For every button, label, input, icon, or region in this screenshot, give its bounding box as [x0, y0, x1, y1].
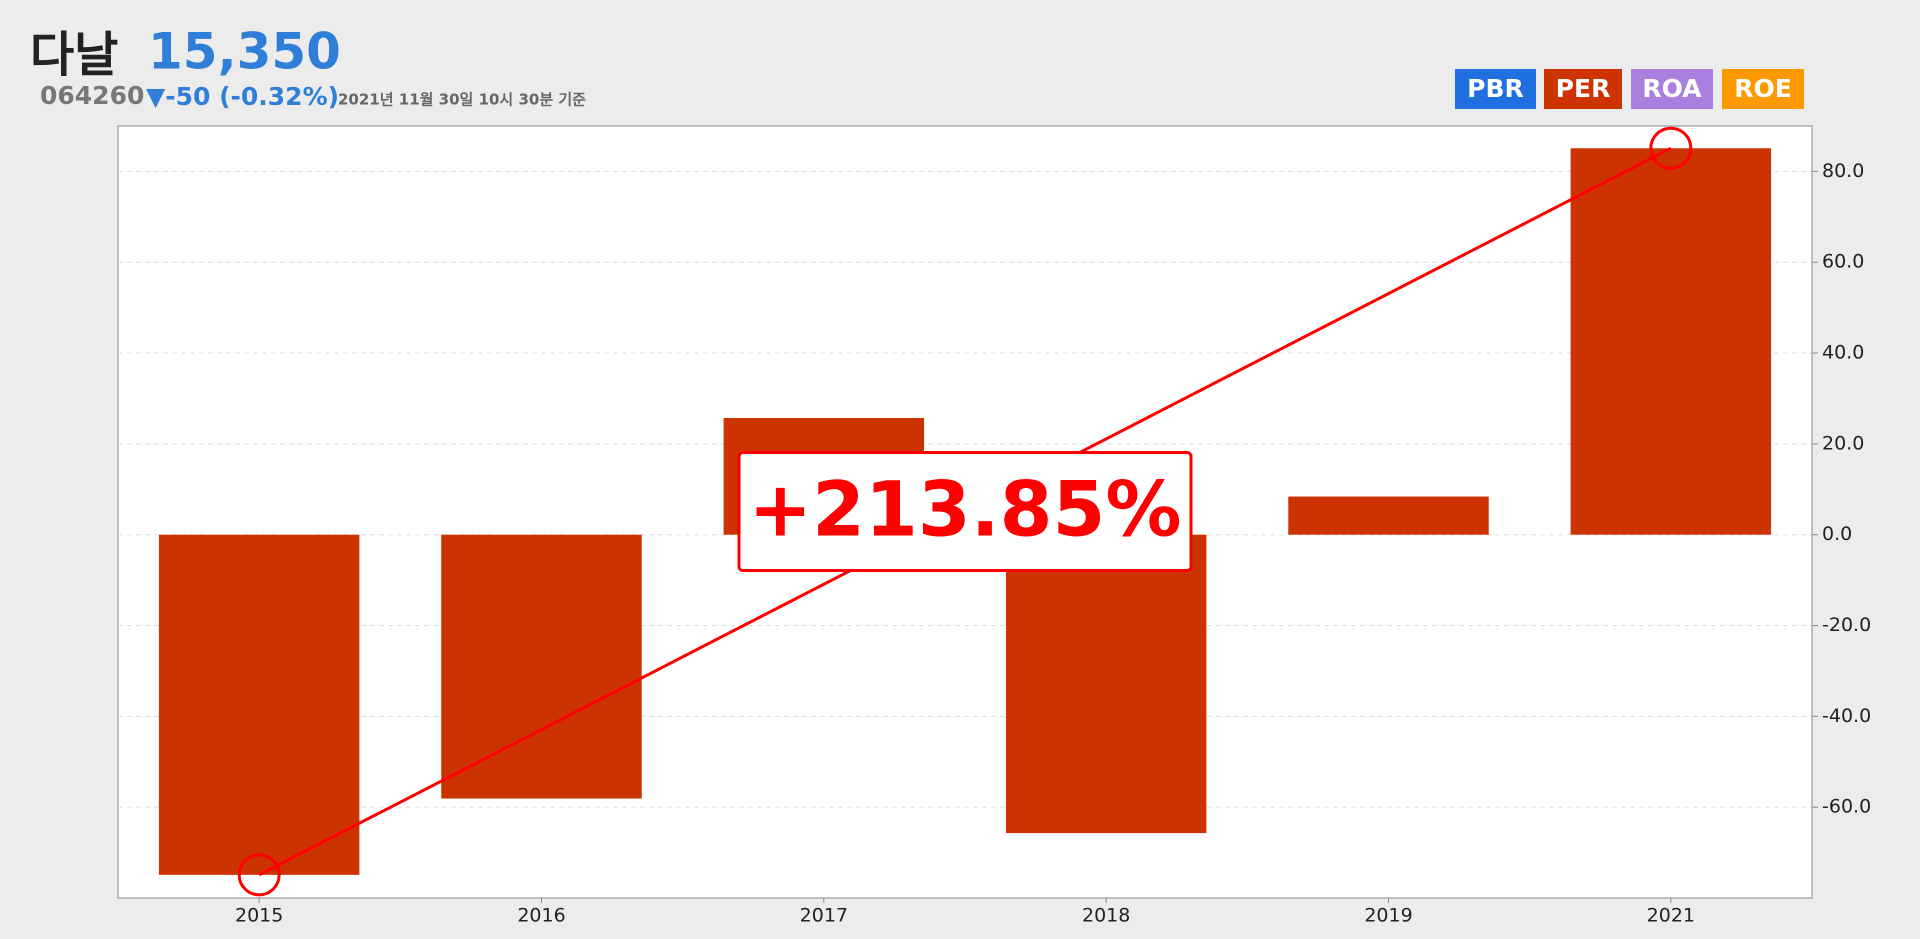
y-tick-label: 20.0 [1822, 432, 1864, 454]
bar [158, 534, 360, 875]
y-tick-label: 80.0 [1822, 160, 1864, 182]
x-tick-label: 2016 [517, 905, 565, 927]
trend-start-marker [237, 853, 281, 897]
stock-name: 다날 [30, 27, 118, 83]
x-tick-label: 2018 [1082, 905, 1130, 927]
y-tick-label: -20.0 [1822, 614, 1871, 636]
timestamp: 2021년 11월 30일 10시 30분 기준 [338, 91, 586, 109]
metric-button[interactable] [1455, 69, 1536, 109]
metric-button[interactable] [1544, 69, 1622, 109]
metric-button-label[interactable]: ROE [1734, 74, 1792, 103]
bar [1570, 148, 1772, 535]
metric-button[interactable] [1631, 69, 1713, 109]
metric-button[interactable] [1722, 69, 1804, 109]
annotation-label: +213.85% [748, 465, 1181, 554]
annotation-box [737, 451, 1193, 573]
x-tick-label: 2021 [1647, 905, 1695, 927]
x-tick-label: 2017 [800, 905, 848, 927]
y-tick-label: -60.0 [1822, 796, 1871, 818]
x-tick-label: 2015 [235, 905, 283, 927]
bar [441, 534, 642, 799]
metric-button-label[interactable]: ROA [1642, 74, 1702, 103]
metric-button-label[interactable]: PBR [1467, 74, 1524, 103]
y-tick-label: 0.0 [1822, 523, 1852, 545]
price-change: ▼-50 (-0.32%) [146, 82, 339, 111]
bar [1288, 496, 1489, 535]
bar [1005, 534, 1207, 834]
stock-price: 15,350 [148, 23, 341, 81]
metric-button-label[interactable]: PER [1556, 74, 1611, 103]
x-tick-label: 2019 [1364, 905, 1412, 927]
y-tick-label: 60.0 [1822, 251, 1864, 273]
y-tick-label: 40.0 [1822, 342, 1864, 364]
stock-code: 064260 [40, 81, 144, 110]
trend-end-marker [1649, 126, 1693, 170]
y-tick-label: -40.0 [1822, 705, 1871, 727]
